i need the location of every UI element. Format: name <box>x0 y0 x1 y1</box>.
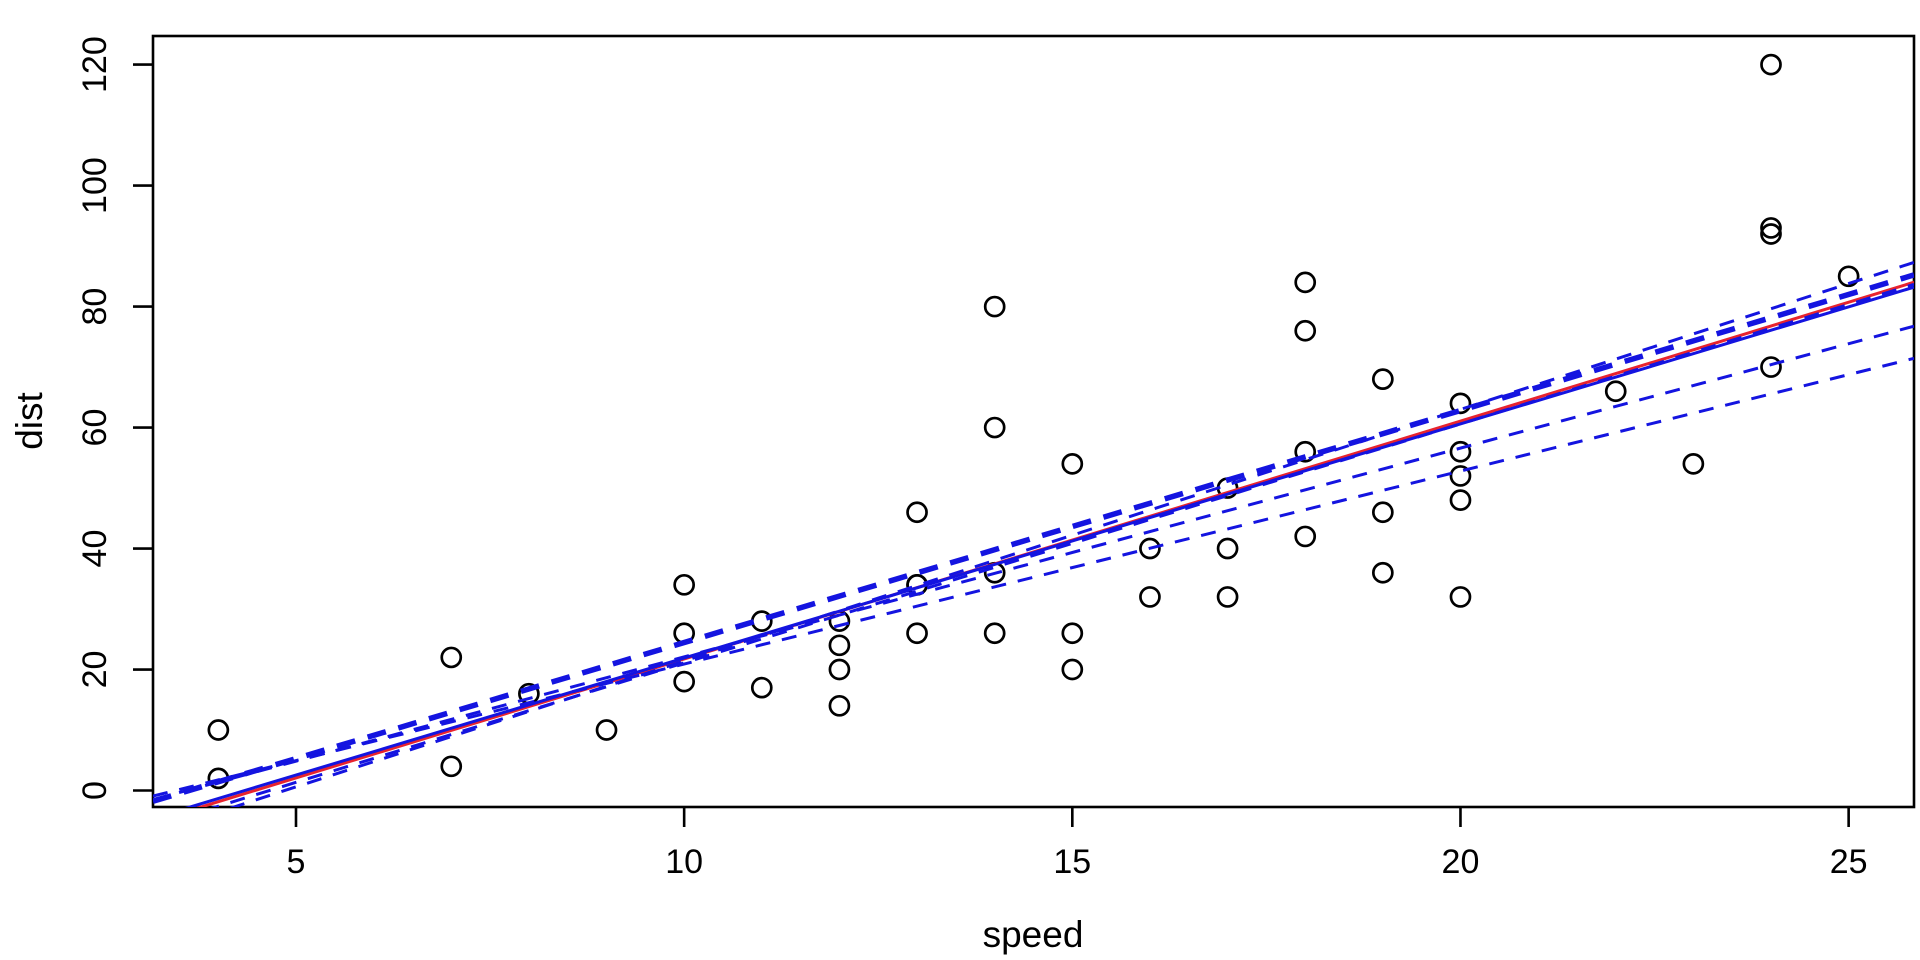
data-point <box>1371 368 1394 391</box>
data-point <box>828 658 851 681</box>
data-point <box>1837 265 1860 288</box>
data-point <box>1760 217 1782 239</box>
data-point <box>1216 586 1239 608</box>
y-axis-ticks: 0 20 40 60 80 100 120 <box>76 36 153 800</box>
data-point <box>750 610 773 632</box>
data-point <box>1139 537 1161 560</box>
plot-box <box>151 34 1916 809</box>
data-point <box>440 755 463 778</box>
data-point <box>1449 586 1472 608</box>
quantile-line-mid-upper <box>210 282 1914 807</box>
data-point <box>1449 440 1472 463</box>
median-fit-line <box>184 285 1914 807</box>
data-point <box>750 676 773 699</box>
data-point <box>983 416 1006 439</box>
y-axis-title: dist <box>9 391 50 449</box>
data-point <box>1061 622 1084 645</box>
data-point <box>673 670 696 693</box>
data-point <box>1760 356 1782 378</box>
x-axis-ticks: 5 10 15 20 25 <box>287 807 1868 881</box>
data-points <box>207 53 1860 790</box>
quantile-line-lower <box>153 356 1914 798</box>
y-tick-label: 20 <box>76 651 114 689</box>
data-point <box>1294 440 1317 463</box>
y-tick-label: 40 <box>76 530 114 568</box>
data-point <box>983 622 1006 645</box>
quantile-line-mid-lower <box>153 324 1914 802</box>
data-point <box>906 501 928 524</box>
data-point <box>1294 525 1317 548</box>
data-point <box>1371 561 1394 584</box>
data-point <box>828 694 851 717</box>
data-point <box>1760 223 1782 245</box>
data-point <box>1139 586 1161 608</box>
y-tick-label: 0 <box>76 781 114 800</box>
data-point <box>207 719 230 741</box>
data-point <box>1449 465 1472 487</box>
data-point <box>1760 53 1782 76</box>
data-point <box>1061 452 1084 475</box>
fit-lines <box>153 260 1914 807</box>
data-point <box>1294 271 1317 294</box>
data-point <box>1216 537 1239 560</box>
x-tick-label: 20 <box>1442 843 1480 881</box>
data-point <box>1449 489 1472 511</box>
y-tick-label: 120 <box>76 36 114 93</box>
data-point <box>1682 452 1705 475</box>
data-point <box>440 646 463 669</box>
data-point <box>1449 392 1472 415</box>
data-point <box>828 634 851 657</box>
x-tick-label: 5 <box>287 843 306 881</box>
data-point <box>1371 501 1394 524</box>
data-point <box>983 295 1006 318</box>
x-tick-label: 10 <box>665 843 703 881</box>
data-point <box>1061 658 1084 681</box>
y-tick-label: 60 <box>76 409 114 447</box>
x-axis-title: speed <box>983 914 1084 955</box>
data-point <box>595 719 618 741</box>
data-point <box>906 622 928 645</box>
y-tick-label: 100 <box>76 157 114 214</box>
data-point <box>1294 319 1317 342</box>
y-tick-label: 80 <box>76 288 114 326</box>
x-tick-label: 25 <box>1830 843 1868 881</box>
x-tick-label: 15 <box>1053 843 1091 881</box>
data-point <box>1604 380 1627 403</box>
quantile-line-thick <box>153 272 1914 804</box>
data-point <box>673 573 696 596</box>
quantile-line-upper <box>229 260 1914 807</box>
